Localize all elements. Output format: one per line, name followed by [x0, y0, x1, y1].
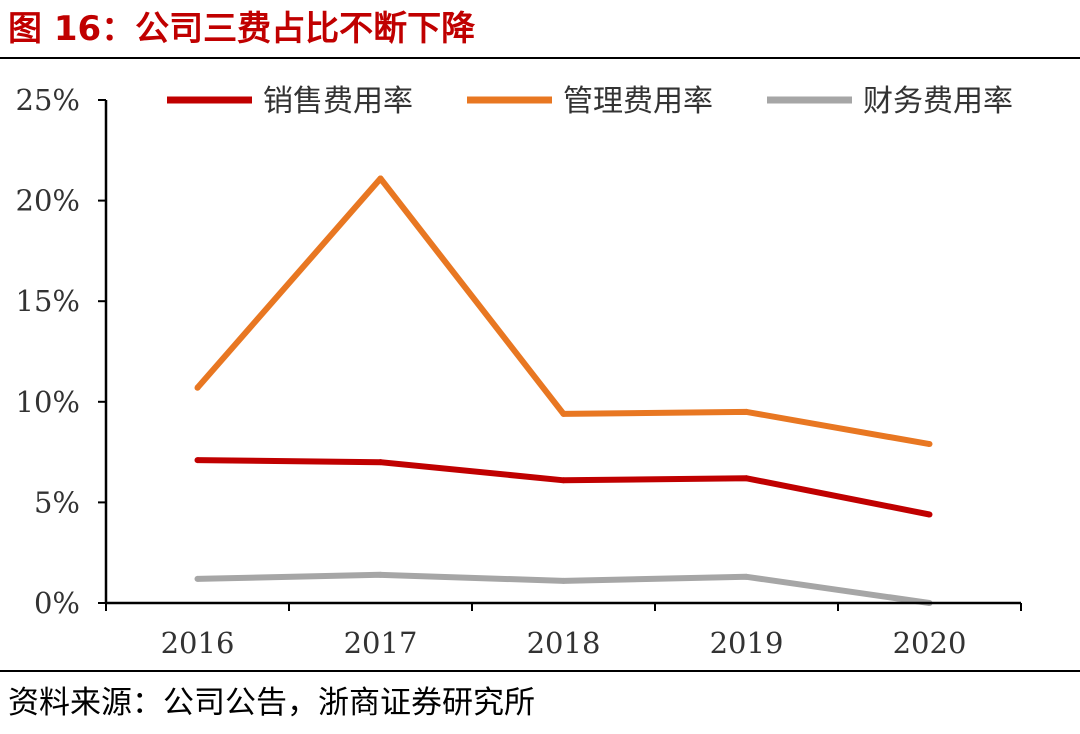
data-point: [743, 573, 750, 580]
legend-label: 管理费用率: [563, 84, 713, 119]
x-tick-label: 2017: [344, 626, 418, 660]
y-tick-label: 20%: [16, 184, 80, 218]
data-point: [560, 477, 567, 484]
x-tick-label: 2020: [893, 626, 967, 660]
data-point: [377, 571, 384, 578]
y-tick-label: 15%: [16, 284, 80, 318]
data-point: [377, 459, 384, 466]
source-note: 资料来源：公司公告，浙商证券研究所: [8, 685, 535, 721]
y-tick-label: 25%: [16, 83, 80, 117]
y-axis-ticks: 0% 5% 10% 15% 20% 25%: [16, 83, 106, 620]
data-point: [743, 408, 750, 415]
x-axis-ticks: 2016 2017 2018 2019 2020: [105, 603, 1022, 660]
data-point: [560, 577, 567, 584]
x-tick-label: 2019: [710, 626, 784, 660]
top-rule: [0, 57, 1080, 59]
y-tick-label: 10%: [16, 385, 80, 419]
x-tick-label: 2016: [161, 626, 235, 660]
line-chart: 销售费用率 管理费用率 财务费用率 0%5%10%15%20%25% 2016 201…: [16, 83, 1022, 660]
data-point: [926, 511, 933, 518]
data-point: [194, 384, 201, 391]
data-point: [194, 457, 201, 464]
x-tick-label: 2018: [527, 626, 601, 660]
series-line-2: [195, 175, 931, 448]
legend-label: 销售费用率: [263, 84, 413, 119]
data-point: [377, 175, 384, 182]
y-tick-label: 5%: [34, 485, 80, 519]
series-lines: [194, 175, 933, 606]
bottom-rule: [0, 670, 1080, 672]
data-point: [194, 575, 201, 582]
legend-label: 财务费用率: [863, 84, 1013, 119]
data-point: [560, 410, 567, 417]
figure-title: 图 16：公司三费占比不断下降: [8, 9, 476, 49]
data-point: [743, 475, 750, 482]
series-line-1: [197, 457, 931, 518]
data-point: [926, 441, 933, 448]
y-tick-label: 0%: [34, 586, 80, 620]
legend: 销售费用率 管理费用率 财务费用率: [167, 84, 1013, 119]
